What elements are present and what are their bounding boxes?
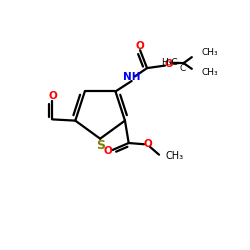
Text: NH: NH (124, 72, 141, 82)
Text: O: O (104, 146, 112, 156)
Text: CH₃: CH₃ (202, 68, 218, 77)
Text: O: O (164, 58, 173, 68)
Text: O: O (136, 41, 144, 51)
Text: C: C (180, 64, 186, 73)
Text: CH₃: CH₃ (166, 151, 184, 161)
Text: H₃C: H₃C (162, 58, 178, 67)
Text: CH₃: CH₃ (202, 48, 218, 57)
Text: O: O (144, 139, 152, 149)
Text: S: S (96, 139, 105, 152)
Text: O: O (48, 91, 57, 101)
